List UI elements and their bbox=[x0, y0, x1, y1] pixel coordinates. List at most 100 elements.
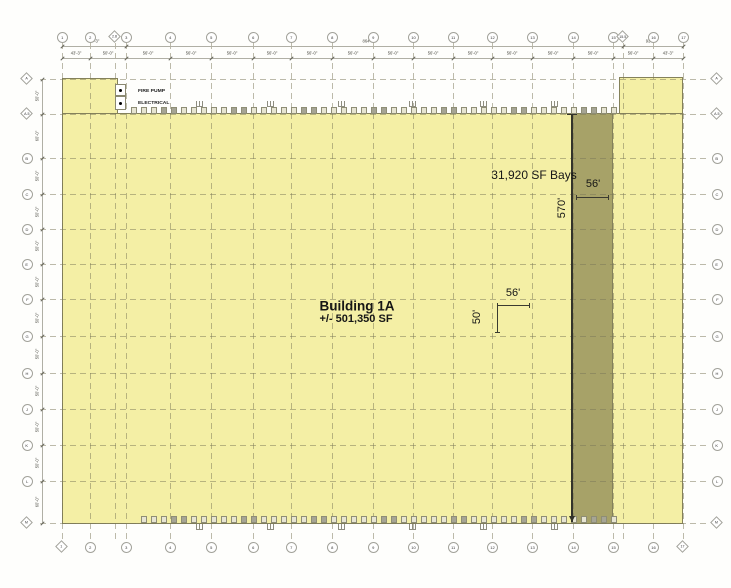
dock-door bbox=[431, 107, 437, 114]
dock-door bbox=[521, 107, 527, 114]
grid-bubble: J bbox=[711, 403, 723, 415]
bay-width-dim-line bbox=[497, 305, 530, 306]
dock-door bbox=[191, 516, 197, 523]
dock-door bbox=[411, 516, 417, 523]
grid-bubble: 7 bbox=[285, 541, 297, 553]
dock-door bbox=[461, 107, 467, 114]
grid-bubble: A bbox=[709, 71, 723, 85]
dock-door bbox=[471, 516, 477, 523]
grid-bubble: 5 bbox=[205, 31, 217, 43]
grid-bubble-label: 14 bbox=[570, 34, 576, 40]
grid-bubble-label: 15 bbox=[610, 544, 616, 550]
bay-width-label: 56' bbox=[505, 287, 521, 299]
dim-label: 43'-3" bbox=[70, 50, 82, 56]
grid-bubble: 5 bbox=[205, 541, 217, 553]
dim-label: 56'-0" bbox=[226, 50, 238, 56]
grid-line-horizontal bbox=[40, 336, 708, 337]
dock-door bbox=[171, 107, 177, 114]
dock-ramp-icon bbox=[338, 101, 345, 107]
dock-door bbox=[271, 107, 277, 114]
grid-bubble: H bbox=[711, 367, 723, 379]
grid-line-horizontal bbox=[40, 229, 708, 230]
dock-door bbox=[241, 107, 247, 114]
grid-bubble-label: A bbox=[24, 75, 28, 81]
dock-door bbox=[591, 516, 597, 523]
grid-line-vertical bbox=[291, 43, 292, 541]
dim-label: 56'-0" bbox=[266, 50, 278, 56]
grid-line-vertical bbox=[211, 43, 212, 541]
grid-bubble: 2.8 bbox=[107, 29, 121, 43]
grid-bubble-label: 3 bbox=[124, 544, 128, 550]
dock-door bbox=[611, 107, 617, 114]
dim-label: 60'-0" bbox=[34, 130, 40, 142]
dim-tick bbox=[567, 114, 577, 115]
grid-bubble: C bbox=[21, 188, 33, 200]
grid-bubble-label: H bbox=[25, 370, 29, 376]
dim-line-left bbox=[42, 79, 43, 523]
grid-bubble: 17 bbox=[675, 539, 689, 553]
dock-door bbox=[521, 516, 527, 523]
dim-label: 50'-0" bbox=[34, 312, 40, 324]
dim-label: 56'-0" bbox=[587, 50, 599, 56]
dim-label: 50'-0" bbox=[34, 457, 40, 469]
dock-door bbox=[321, 107, 327, 114]
dock-door bbox=[131, 107, 137, 114]
grid-bubble-label: 9 bbox=[371, 544, 375, 550]
dock-door bbox=[311, 516, 317, 523]
dock-door bbox=[401, 107, 407, 114]
grid-line-vertical bbox=[453, 43, 454, 541]
grid-line-vertical bbox=[623, 43, 624, 541]
dock-door bbox=[591, 107, 597, 114]
grid-bubble-label: C bbox=[715, 191, 719, 197]
grid-bubble-label: F bbox=[715, 296, 719, 302]
dock-door bbox=[561, 107, 567, 114]
grid-bubble-label: B bbox=[715, 155, 719, 161]
dim-label: 50'-0" bbox=[102, 50, 114, 56]
dock-door bbox=[341, 516, 347, 523]
grid-bubble-label: A.5 bbox=[23, 110, 29, 116]
grid-bubble: J bbox=[21, 403, 33, 415]
dock-door bbox=[441, 516, 447, 523]
grid-bubble-label: D bbox=[25, 226, 29, 232]
equipment-dot-icon bbox=[119, 102, 122, 105]
grid-line-horizontal bbox=[40, 194, 708, 195]
grid-bubble-label: K bbox=[715, 442, 719, 448]
grid-bubble-label: 1 bbox=[60, 34, 64, 40]
building-area-label: +/- 501,350 SF bbox=[319, 313, 393, 325]
grid-bubble: B bbox=[711, 152, 723, 164]
dock-ramp-icon bbox=[480, 524, 487, 530]
dock-door bbox=[291, 516, 297, 523]
dim-label: 50'-0" bbox=[34, 240, 40, 252]
grid-bubble-label: 10 bbox=[410, 34, 416, 40]
grid-bubble-label: 3 bbox=[124, 34, 128, 40]
grid-bubble-label: 7 bbox=[289, 544, 293, 550]
grid-bubble-label: L bbox=[715, 478, 719, 484]
dock-door bbox=[381, 516, 387, 523]
dock-door bbox=[161, 107, 167, 114]
dock-door bbox=[271, 516, 277, 523]
grid-bubble: 16 bbox=[647, 31, 659, 43]
dim-tick bbox=[608, 195, 609, 200]
dim-line-overall bbox=[62, 46, 683, 47]
grid-bubble-label: G bbox=[715, 333, 719, 339]
dock-door bbox=[561, 516, 567, 523]
bay-depth-label: 50' bbox=[471, 309, 483, 325]
grid-bubble: 8 bbox=[326, 541, 338, 553]
dock-door bbox=[281, 516, 287, 523]
dock-ramp-icon bbox=[267, 101, 274, 107]
strip-width-dim-line bbox=[576, 197, 609, 198]
grid-bubble-label: 2.8 bbox=[111, 33, 117, 39]
dock-door bbox=[361, 107, 367, 114]
dim-label: 43'-3" bbox=[662, 50, 674, 56]
dim-label: 56'-0" bbox=[427, 50, 439, 56]
grid-bubble: 12 bbox=[486, 31, 498, 43]
grid-bubble-label: 6 bbox=[251, 544, 255, 550]
grid-bubble-label: A bbox=[714, 75, 718, 81]
grid-bubble: 3 bbox=[120, 31, 132, 43]
dock-door bbox=[511, 516, 517, 523]
grid-line-horizontal bbox=[40, 264, 708, 265]
grid-bubble-label: 12 bbox=[489, 34, 495, 40]
grid-bubble: 11 bbox=[447, 31, 459, 43]
grid-bubble-label: B bbox=[25, 155, 29, 161]
grid-bubble: 14 bbox=[567, 541, 579, 553]
